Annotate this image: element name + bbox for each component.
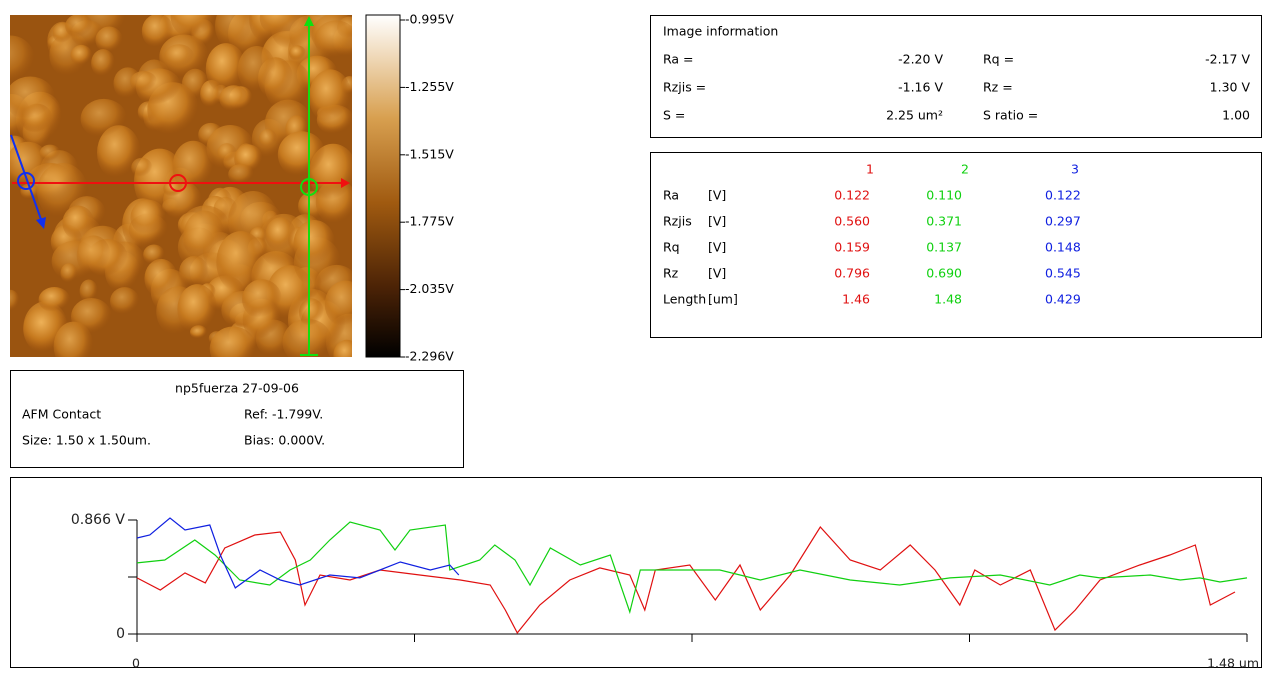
grain <box>39 287 71 313</box>
grain <box>70 45 92 66</box>
grain <box>130 71 157 93</box>
stats-value: 0.796 <box>834 266 870 281</box>
info-value: 2.25 um² <box>886 108 943 123</box>
stats-unit: [V] <box>708 214 726 229</box>
grain <box>131 158 152 178</box>
stats-unit: [um] <box>708 292 738 307</box>
grain <box>2 290 20 312</box>
colorbar <box>366 15 400 357</box>
stats-value: 0.429 <box>1045 292 1081 307</box>
info-label: Rzjis = <box>663 80 706 95</box>
stats-header: 2 <box>961 162 969 177</box>
grain <box>215 1 253 50</box>
info-value: -2.20 V <box>898 52 943 67</box>
stats-value: 0.137 <box>926 240 962 255</box>
stats-label: Rz <box>663 266 679 281</box>
grain <box>37 163 88 220</box>
info-value: -1.16 V <box>898 80 943 95</box>
caption-mode: AFM Contact <box>22 407 101 422</box>
grain <box>65 14 93 38</box>
colorbar-label: -1.775V <box>405 214 454 229</box>
grain <box>217 143 236 163</box>
info-label: Rq = <box>983 52 1014 67</box>
caption-title: np5fuerza 27-09-06 <box>175 381 299 396</box>
info-label: Ra = <box>663 52 694 67</box>
colorbar-labels: -0.995V -1.255V -1.515V -1.775V -2.035V -2.29… <box>400 12 454 364</box>
grain <box>309 69 352 124</box>
grain <box>289 45 306 61</box>
stats-label: Ra <box>663 188 679 203</box>
stats-value: 0.122 <box>1045 188 1081 203</box>
stats-header: 1 <box>866 162 874 177</box>
grain <box>164 44 194 69</box>
caption-size: Size: 1.50 x 1.50um. <box>22 433 151 448</box>
stats-value: 0.545 <box>1045 266 1081 281</box>
stats-value: 0.297 <box>1045 214 1081 229</box>
grain <box>95 27 122 54</box>
stats-label: Rq <box>663 240 680 255</box>
info-label: S ratio = <box>983 108 1038 123</box>
grain <box>77 235 111 275</box>
grain <box>54 322 94 372</box>
stats-value: 0.560 <box>834 214 870 229</box>
stats-header: 3 <box>1071 162 1079 177</box>
stats-label: Rzjis <box>663 214 692 229</box>
stats-value: 1.46 <box>842 292 870 307</box>
grain <box>40 145 61 162</box>
grain <box>219 85 248 112</box>
profile-box <box>11 478 1262 668</box>
grain <box>130 200 166 236</box>
grain <box>60 263 77 283</box>
info-value: 1.00 <box>1222 108 1250 123</box>
grain <box>143 244 165 264</box>
stats-value: 0.159 <box>834 240 870 255</box>
stats-value: 0.110 <box>926 188 962 203</box>
stats-unit: [V] <box>708 266 726 281</box>
colorbar-label: -2.035V <box>405 281 454 296</box>
x-tick-label: 0 <box>132 656 140 671</box>
grain <box>80 279 98 302</box>
info-value: 1.30 V <box>1210 80 1251 95</box>
grain <box>242 279 282 319</box>
grain <box>265 217 296 252</box>
colorbar-label: -2.296V <box>405 349 454 364</box>
stats-unit: [V] <box>708 240 726 255</box>
colorbar-label: -0.995V <box>405 12 454 27</box>
grain <box>259 129 277 150</box>
info-label: S = <box>663 108 685 123</box>
colorbar-label: -1.255V <box>405 79 454 94</box>
stats-value: 0.148 <box>1045 240 1081 255</box>
grain <box>260 1 301 37</box>
x-tick-label: 1.48 um <box>1207 656 1259 671</box>
grain <box>228 164 254 185</box>
grain <box>177 284 217 334</box>
grain <box>142 14 174 49</box>
info-title: Image information <box>663 24 778 39</box>
afm-window: -0.995V -1.255V -1.515V -1.775V -2.035V -2.29… <box>0 0 1264 675</box>
stats-value: 1.48 <box>934 292 962 307</box>
grain <box>238 46 276 94</box>
grain <box>81 99 127 139</box>
colorbar-label: -1.515V <box>405 146 454 161</box>
grain <box>293 220 335 268</box>
grain <box>144 259 177 298</box>
grain <box>210 326 257 371</box>
stats-value: 0.122 <box>834 188 870 203</box>
stats-unit: [V] <box>708 188 726 203</box>
y-tick-label: 0 <box>116 626 125 642</box>
y-tick-label: 0.866 V <box>71 512 126 528</box>
stats-label: Length <box>663 292 706 307</box>
grain <box>110 287 139 315</box>
stats-value: 0.371 <box>926 214 962 229</box>
grain <box>325 281 366 328</box>
grain <box>278 131 326 178</box>
info-value: -2.17 V <box>1205 52 1250 67</box>
stats-value: 0.690 <box>926 266 962 281</box>
info-label: Rz = <box>983 80 1013 95</box>
grain <box>314 20 358 59</box>
caption-ref: Ref: -1.799V. <box>244 407 323 422</box>
caption-bias: Bias: 0.000V. <box>244 433 325 448</box>
grain <box>5 76 55 120</box>
grain <box>91 49 115 77</box>
